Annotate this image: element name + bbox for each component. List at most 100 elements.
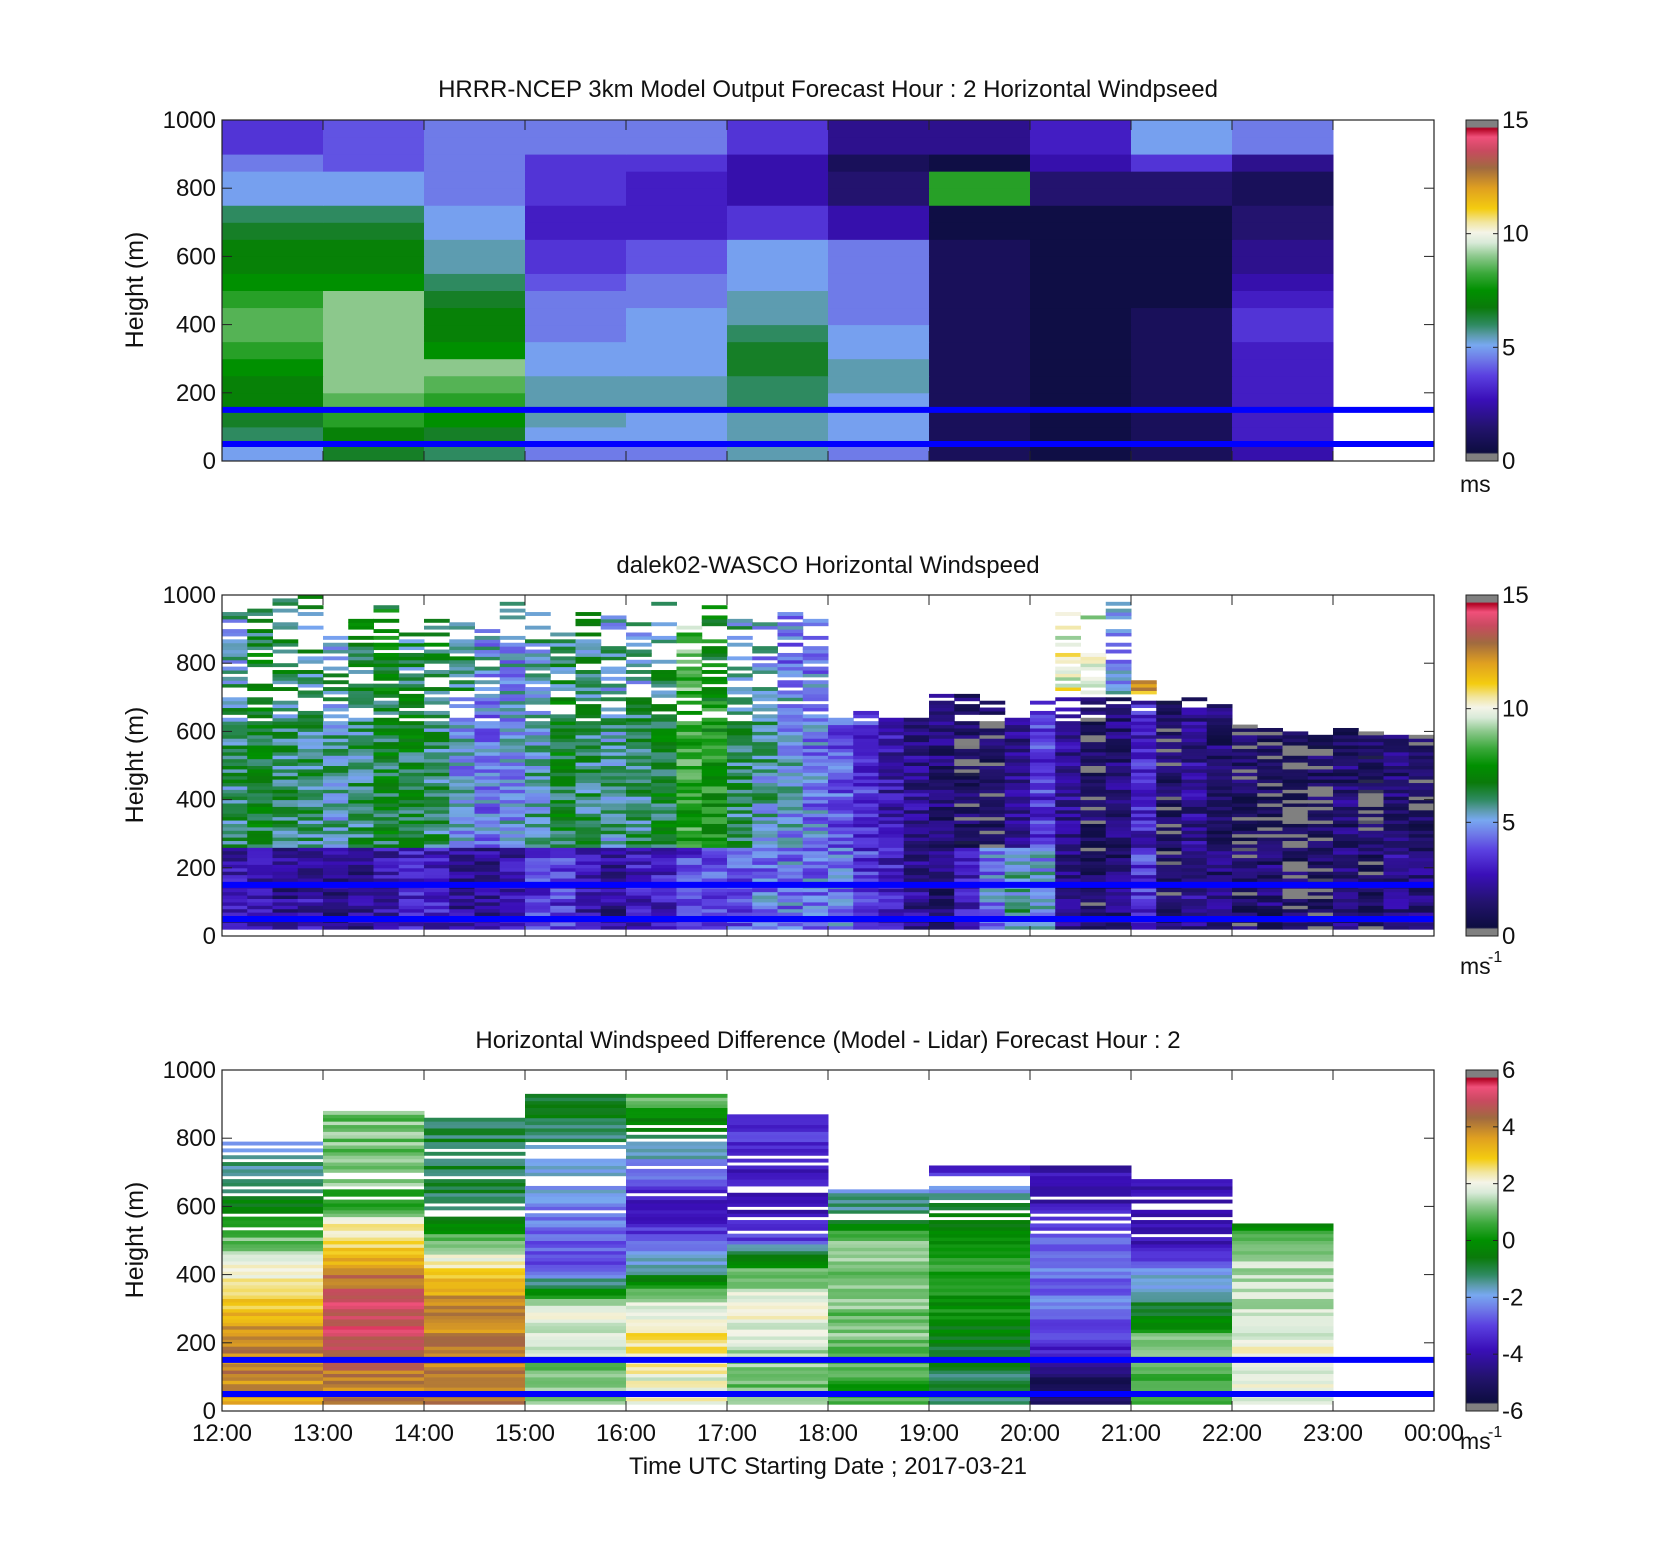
heatmap-cell: [1156, 772, 1182, 777]
heatmap-cell: [853, 854, 879, 859]
heatmap-cell: [499, 758, 526, 763]
heatmap-cell: [1030, 1260, 1132, 1265]
heatmap-cell: [525, 1097, 627, 1102]
heatmap-cell: [373, 765, 400, 770]
heatmap-cell: [398, 772, 425, 777]
heatmap-cell: [626, 1376, 728, 1381]
heatmap-cell: [525, 772, 551, 777]
heatmap-cell: [676, 680, 703, 685]
heatmap-cell: [323, 806, 349, 811]
heatmap-cell: [1408, 816, 1434, 821]
heatmap-cell: [1055, 888, 1081, 893]
heatmap-cell: [525, 1100, 627, 1105]
heatmap-cell: [1004, 745, 1031, 749]
heatmap-cell: [853, 908, 879, 913]
heatmap-cell: [1333, 854, 1359, 859]
heatmap-cell: [474, 704, 501, 709]
heatmap-cell: [777, 727, 804, 732]
heatmap-cell: [525, 833, 551, 838]
heatmap-cell: [222, 307, 324, 326]
heatmap-cell: [1055, 748, 1081, 753]
heatmap-cell: [575, 707, 602, 712]
heatmap-cell: [297, 867, 324, 872]
heatmap-cell: [626, 1346, 728, 1351]
heatmap-cell: [802, 809, 829, 814]
heatmap-cell: [575, 850, 602, 855]
heatmap-cell: [1333, 741, 1359, 746]
heatmap-cell: [1307, 796, 1334, 801]
heatmap-cell: [1004, 738, 1031, 743]
heatmap-cell: [247, 683, 273, 688]
heatmap-cell: [550, 803, 576, 807]
heatmap-cell: [398, 666, 425, 671]
heatmap-cell: [727, 1288, 829, 1293]
heatmap-cell: [323, 680, 349, 685]
heatmap-cell: [247, 820, 273, 824]
heatmap-cell: [1307, 850, 1334, 855]
heatmap-cell: [802, 768, 829, 773]
heatmap-cell: [1131, 867, 1157, 872]
heatmap-cell: [1383, 895, 1410, 899]
heatmap-cell: [828, 324, 930, 343]
heatmap-cell: [222, 1199, 324, 1204]
heatmap-cell: [272, 813, 299, 818]
heatmap-cell: [398, 820, 425, 824]
heatmap-cell: [348, 765, 374, 770]
heatmap-cell: [929, 888, 955, 893]
heatmap-cell: [828, 891, 854, 896]
heatmap-cell: [929, 779, 955, 784]
heatmap-cell: [1232, 1376, 1334, 1381]
heatmap-cell: [1333, 731, 1359, 736]
heatmap-cell: [424, 1151, 526, 1156]
heatmap-cell: [701, 690, 728, 695]
heatmap-cell: [651, 830, 677, 835]
heatmap-cell: [727, 878, 753, 882]
heatmap-cell: [929, 854, 955, 859]
heatmap-cell: [1105, 748, 1132, 753]
heatmap-cell: [272, 649, 299, 654]
heatmap-cell: [1282, 850, 1309, 855]
heatmap-cell: [1232, 1315, 1334, 1320]
heatmap-cell: [727, 925, 753, 930]
heatmap-cell: [1257, 857, 1283, 862]
y-tick-label: 200: [176, 1330, 216, 1357]
heatmap-cell: [424, 1237, 526, 1241]
heatmap-cell: [903, 758, 930, 763]
heatmap-cell: [525, 871, 551, 876]
heatmap-cell: [802, 635, 829, 640]
heatmap-cell: [626, 891, 652, 896]
heatmap-cell: [626, 649, 652, 654]
heatmap-cell: [828, 758, 854, 763]
heatmap-cell: [626, 1233, 728, 1238]
heatmap-cell: [727, 426, 829, 445]
heatmap-cell: [727, 901, 753, 906]
heatmap-cell: [600, 895, 627, 899]
heatmap-cell: [1383, 854, 1410, 859]
heatmap-cell: [1131, 826, 1157, 831]
heatmap-cell: [449, 891, 475, 896]
heatmap-cell: [348, 751, 374, 756]
heatmap-cell: [373, 666, 400, 671]
heatmap-cell: [297, 796, 324, 801]
heatmap-cell: [954, 840, 980, 845]
heatmap-cell: [297, 595, 324, 599]
heatmap-cell: [1358, 823, 1384, 828]
heatmap-cell: [525, 1223, 627, 1228]
heatmap-cell: [323, 1138, 425, 1143]
heatmap-cell: [1232, 905, 1258, 910]
heatmap-cell: [979, 796, 1006, 801]
heatmap-cell: [1232, 1295, 1334, 1299]
heatmap-cell: [1282, 871, 1309, 876]
heatmap-cell: [297, 843, 324, 848]
heatmap-cell: [1156, 895, 1182, 899]
heatmap-cell: [575, 925, 602, 930]
heatmap-cell: [954, 878, 980, 882]
heatmap-cell: [626, 758, 652, 763]
heatmap-cell: [777, 806, 804, 811]
heatmap-cell: [701, 867, 728, 872]
heatmap-cell: [1232, 860, 1258, 865]
heatmap-cell: [626, 721, 652, 726]
heatmap-cell: [1055, 854, 1081, 859]
heatmap-cell: [1257, 758, 1283, 763]
heatmap-cell: [1131, 1376, 1233, 1381]
